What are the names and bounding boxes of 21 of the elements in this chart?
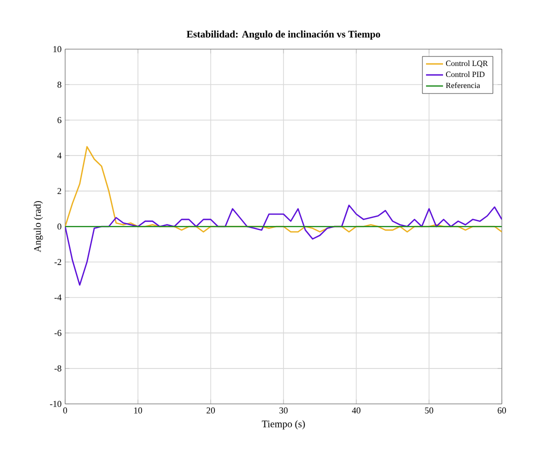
x-tick-label: 60 (498, 407, 506, 414)
y-tick-label: 8 (58, 82, 62, 88)
chart-title: Estabilidad: Angulo de inclinación vs Tiempo (186, 30, 380, 40)
y-axis-title: Angulo (rad) (34, 201, 43, 252)
x-tick-label: 10 (134, 407, 142, 414)
x-tick-label: 0 (63, 407, 68, 414)
x-axis-title: Tiempo (s) (262, 420, 305, 430)
x-tick-label: 40 (352, 407, 360, 414)
x-tick-label: 50 (425, 407, 434, 414)
y-tick-label: 2 (58, 188, 62, 194)
y-tick-label: -8 (54, 365, 62, 372)
y-tick-label: 0 (58, 223, 62, 230)
y-tick-label: -4 (54, 294, 62, 300)
y-tick-label: -10 (50, 400, 62, 407)
x-tick-label: 30 (279, 407, 288, 414)
y-tick-label: -2 (54, 259, 62, 265)
y-tick-label: 6 (58, 117, 62, 124)
x-tick-label: 20 (206, 407, 215, 414)
y-tick-label: 10 (53, 46, 62, 52)
y-tick-label: -6 (54, 330, 62, 336)
y-tick-label: 4 (57, 152, 62, 159)
